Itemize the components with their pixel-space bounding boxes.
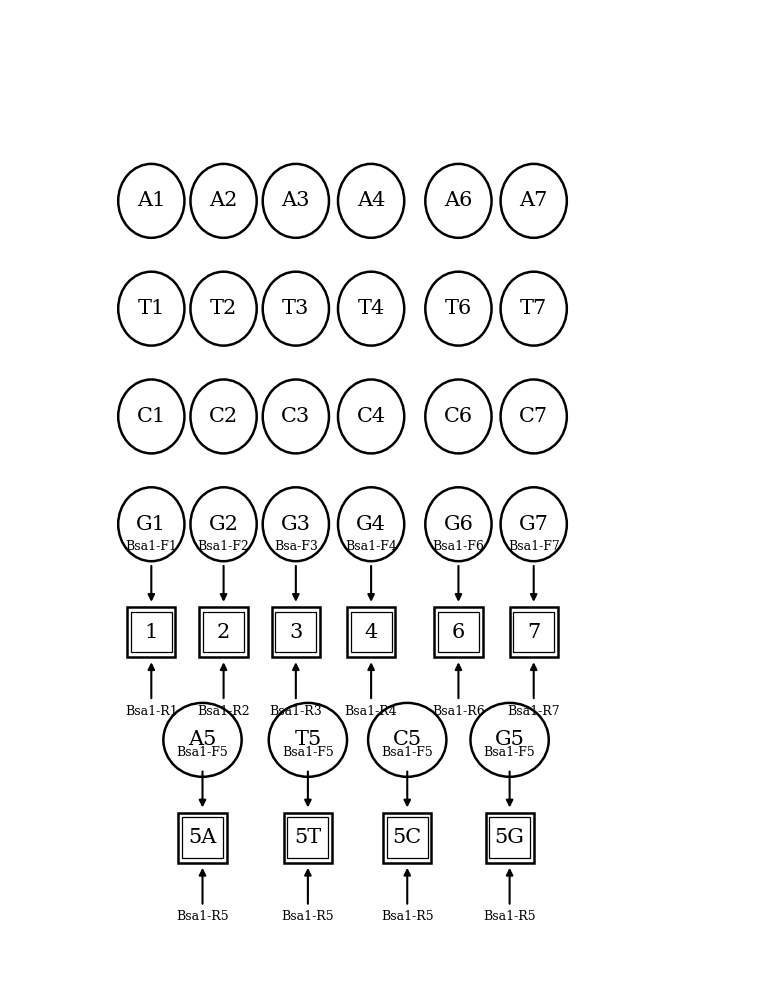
Text: C2: C2: [209, 407, 238, 426]
Text: Bsa1-R5: Bsa1-R5: [381, 910, 434, 923]
Bar: [510, 607, 558, 657]
Text: C3: C3: [281, 407, 311, 426]
Text: C7: C7: [519, 407, 549, 426]
Text: T3: T3: [282, 299, 309, 318]
Text: T6: T6: [444, 299, 472, 318]
Bar: [490, 817, 530, 858]
Text: C5: C5: [392, 730, 422, 749]
Text: 1: 1: [145, 623, 158, 642]
Text: G1: G1: [136, 515, 166, 534]
Text: Bsa-F3: Bsa-F3: [274, 540, 318, 553]
Text: C4: C4: [357, 407, 385, 426]
Text: A2: A2: [209, 191, 238, 210]
Text: G2: G2: [209, 515, 239, 534]
Text: T4: T4: [357, 299, 385, 318]
Text: Bsa1-R1: Bsa1-R1: [125, 705, 178, 718]
Text: A6: A6: [444, 191, 472, 210]
Bar: [275, 612, 316, 652]
Text: Bsa1-F5: Bsa1-F5: [176, 746, 228, 759]
Bar: [434, 607, 483, 657]
Text: Bsa1-F7: Bsa1-F7: [508, 540, 559, 553]
Text: G4: G4: [356, 515, 386, 534]
Text: Bsa1-F5: Bsa1-F5: [382, 746, 433, 759]
Text: Bsa1-R5: Bsa1-R5: [483, 910, 536, 923]
Bar: [203, 612, 244, 652]
Text: Bsa1-R5: Bsa1-R5: [176, 910, 228, 923]
Text: 5G: 5G: [495, 828, 524, 847]
Text: Bsa1-F5: Bsa1-F5: [484, 746, 535, 759]
Bar: [514, 612, 554, 652]
Text: Bsa1-F5: Bsa1-F5: [282, 746, 334, 759]
Text: A1: A1: [137, 191, 166, 210]
Text: G7: G7: [519, 515, 549, 534]
Bar: [486, 813, 534, 863]
Text: 3: 3: [289, 623, 302, 642]
Text: C1: C1: [137, 407, 166, 426]
Bar: [383, 813, 431, 863]
Bar: [347, 607, 395, 657]
Text: Bsa1-R3: Bsa1-R3: [270, 705, 322, 718]
Text: A7: A7: [520, 191, 548, 210]
Text: T2: T2: [210, 299, 237, 318]
Text: Bsa1-F4: Bsa1-F4: [345, 540, 397, 553]
Bar: [350, 612, 392, 652]
Bar: [272, 607, 320, 657]
Text: Bsa1-R4: Bsa1-R4: [345, 705, 398, 718]
Text: Bsa1-F1: Bsa1-F1: [125, 540, 177, 553]
Bar: [200, 607, 248, 657]
Text: A4: A4: [357, 191, 385, 210]
Text: 2: 2: [217, 623, 230, 642]
Text: 4: 4: [364, 623, 378, 642]
Bar: [182, 817, 223, 858]
Text: G3: G3: [280, 515, 311, 534]
Bar: [287, 817, 329, 858]
Text: Bsa1-F2: Bsa1-F2: [197, 540, 249, 553]
Text: 5T: 5T: [294, 828, 322, 847]
Bar: [387, 817, 427, 858]
Text: Bsa1-R7: Bsa1-R7: [507, 705, 560, 718]
Text: T7: T7: [520, 299, 547, 318]
Text: A5: A5: [188, 730, 217, 749]
Bar: [284, 813, 332, 863]
Text: T5: T5: [294, 730, 322, 749]
Text: A3: A3: [281, 191, 310, 210]
Text: Bsa1-R5: Bsa1-R5: [281, 910, 334, 923]
Text: G6: G6: [444, 515, 473, 534]
Text: C6: C6: [444, 407, 473, 426]
Bar: [438, 612, 479, 652]
Text: Bsa1-R6: Bsa1-R6: [432, 705, 485, 718]
Text: Bsa1-F6: Bsa1-F6: [433, 540, 484, 553]
Bar: [131, 612, 172, 652]
Text: T1: T1: [138, 299, 165, 318]
Bar: [179, 813, 227, 863]
Text: 5A: 5A: [188, 828, 217, 847]
Text: 6: 6: [451, 623, 465, 642]
Text: G5: G5: [495, 730, 524, 749]
Text: 7: 7: [527, 623, 540, 642]
Text: Bsa1-R2: Bsa1-R2: [197, 705, 250, 718]
Bar: [127, 607, 176, 657]
Text: 5C: 5C: [392, 828, 422, 847]
